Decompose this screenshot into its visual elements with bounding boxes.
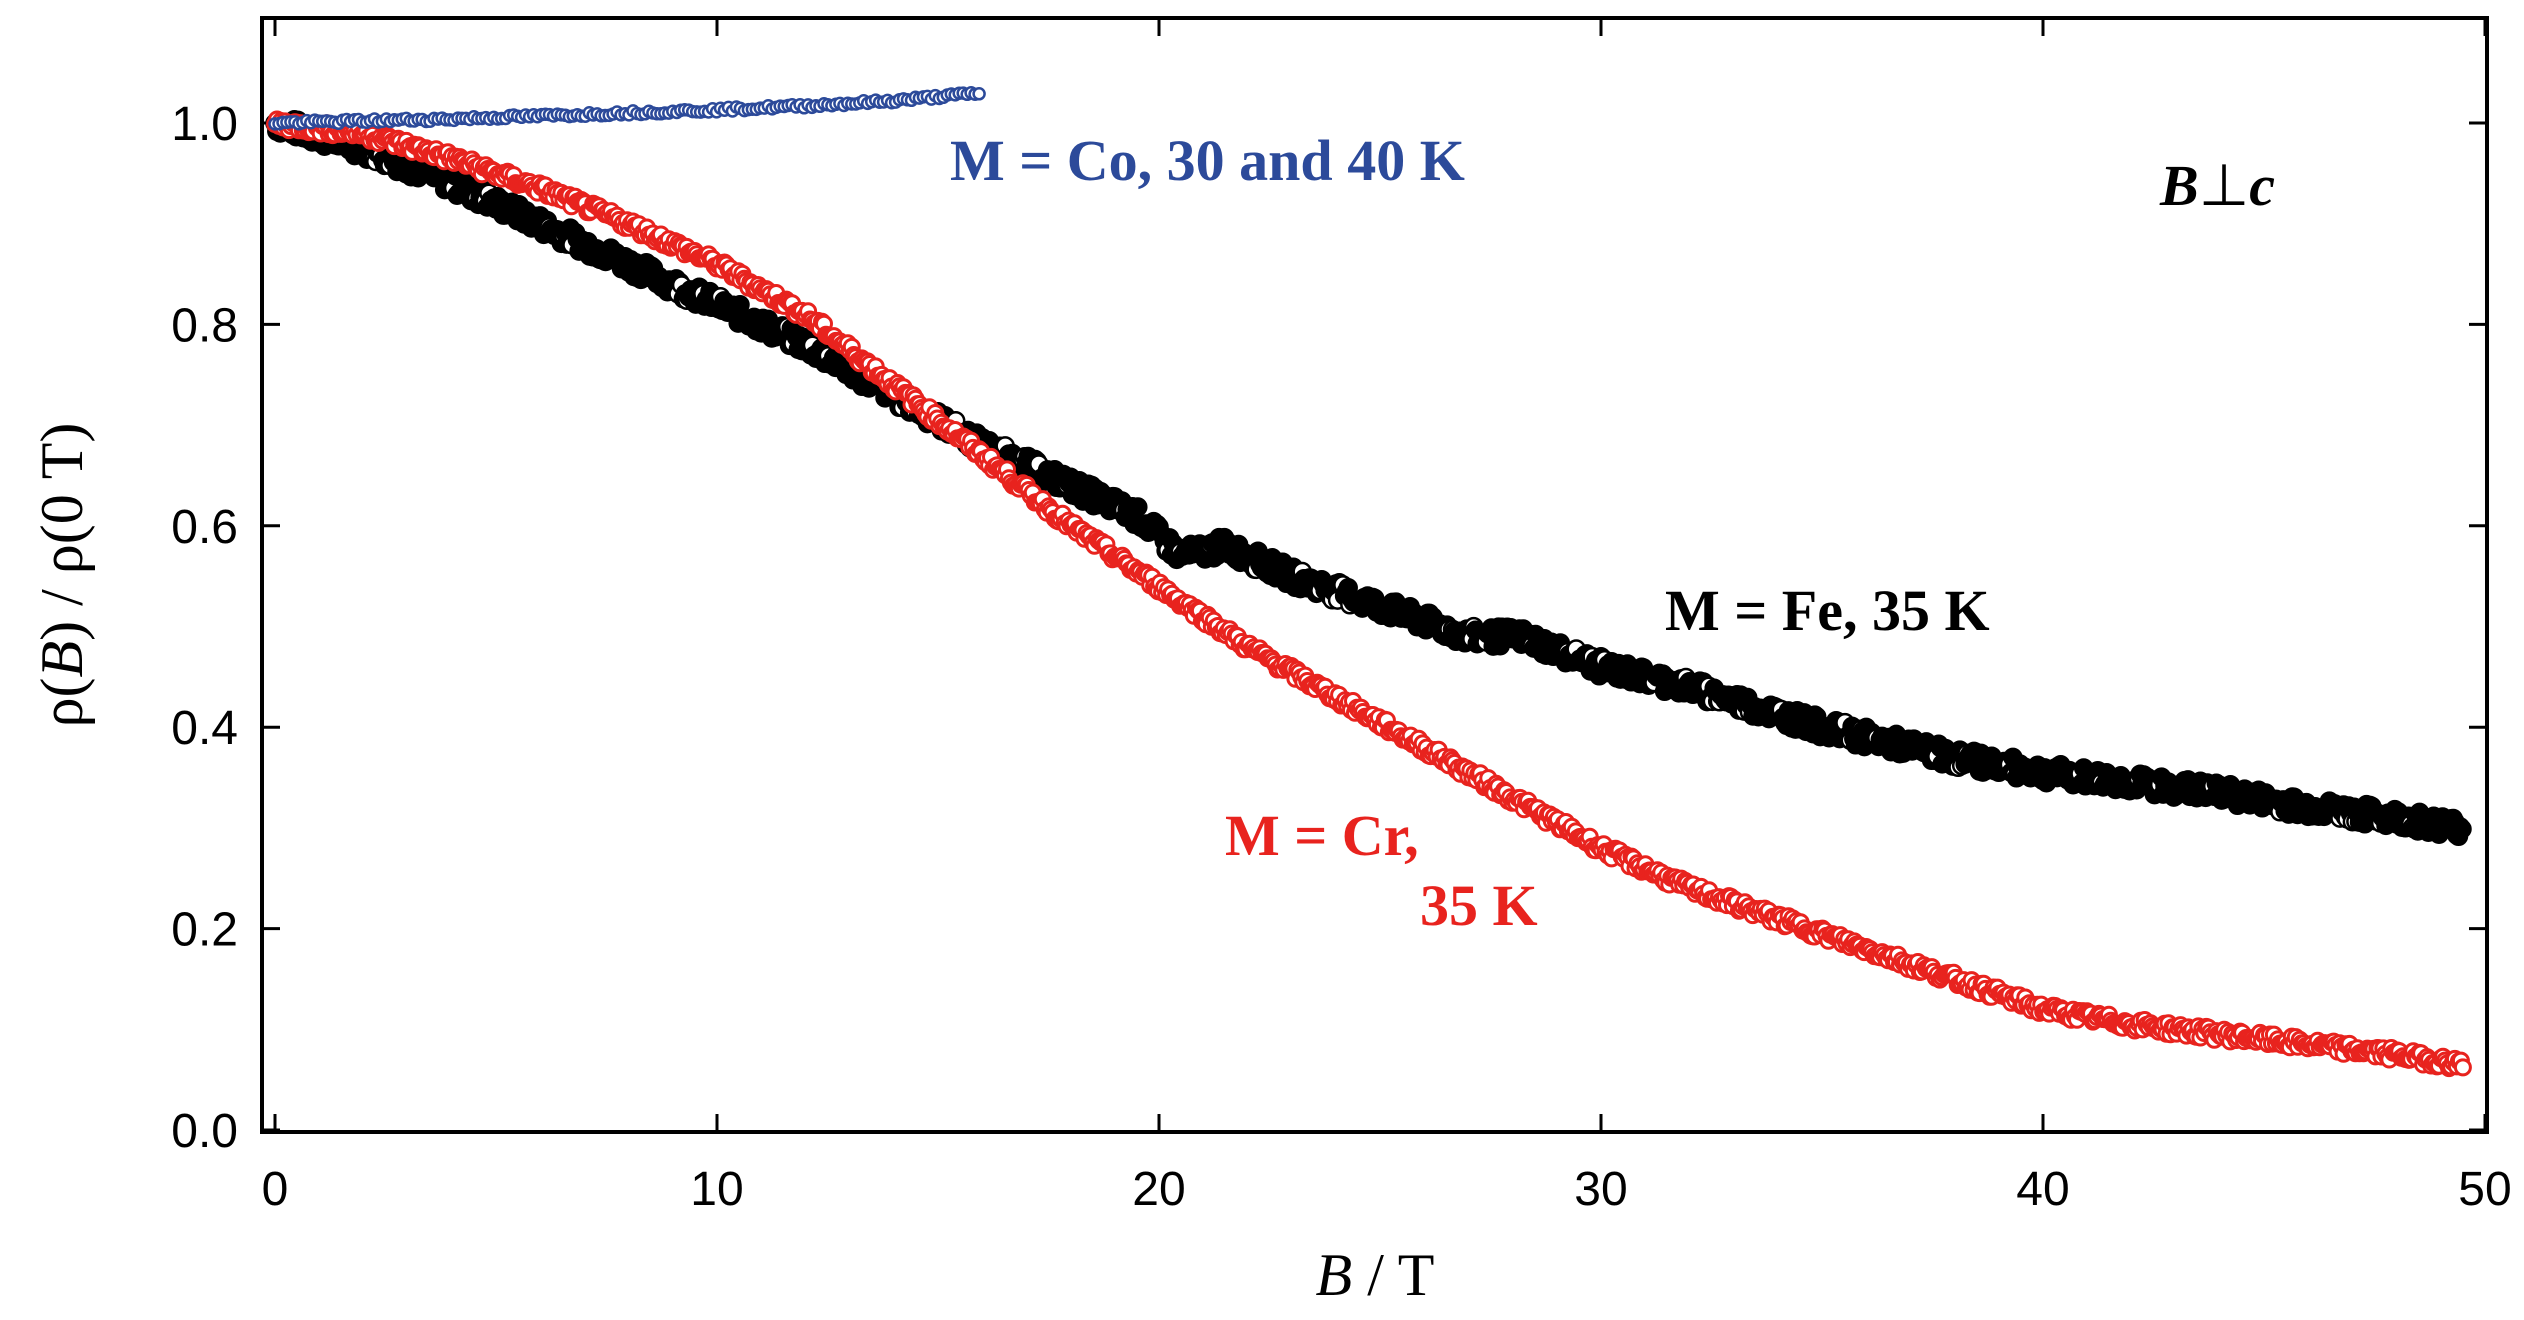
data-point xyxy=(1128,497,1148,517)
plot-frame xyxy=(260,16,2489,1134)
y-tick-label: 1.0 xyxy=(171,98,238,151)
annotation-fe: M = Fe, 35 K xyxy=(1665,578,1990,643)
annotation-cr-line2: 35 K xyxy=(1420,873,1538,938)
axis-ticks: 0 10 20 30 40 50 0.0 0.2 0.4 0.6 0.8 1.0 xyxy=(171,18,2512,1216)
x-axis-title: B / T xyxy=(1316,1242,1435,1308)
y-tick-label: 0.8 xyxy=(171,299,238,352)
y-axis-title: ρ(B) / ρ(0 T) xyxy=(29,423,95,728)
x-tick-label: 30 xyxy=(1574,1163,1627,1216)
x-tick-label: 10 xyxy=(690,1163,743,1216)
annotation-cr-line1: M = Cr, xyxy=(1225,803,1419,868)
x-tick-label: 0 xyxy=(262,1163,289,1216)
series-1 xyxy=(265,109,2472,847)
x-tick-label: 50 xyxy=(2458,1163,2511,1216)
y-tick-label: 0.4 xyxy=(171,702,238,755)
series-0 xyxy=(268,85,986,131)
data-series xyxy=(265,85,2472,1078)
data-point xyxy=(2453,1058,2472,1077)
data-point xyxy=(2452,819,2472,839)
annotation-co: M = Co, 30 and 40 K xyxy=(950,128,1465,193)
x-tick-label: 40 xyxy=(2016,1163,2069,1216)
x-tick-label: 20 xyxy=(1132,1163,1185,1216)
y-tick-label: 0.2 xyxy=(171,904,238,957)
y-tick-label: 0.0 xyxy=(171,1105,238,1158)
orientation-label: B⊥c xyxy=(2159,153,2275,218)
data-point xyxy=(972,87,986,101)
y-tick-label: 0.6 xyxy=(171,501,238,554)
series-2 xyxy=(266,110,2472,1078)
